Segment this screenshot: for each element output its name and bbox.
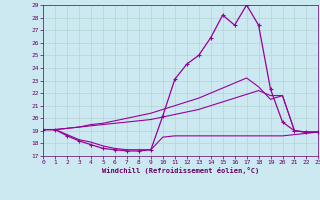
X-axis label: Windchill (Refroidissement éolien,°C): Windchill (Refroidissement éolien,°C) (102, 167, 260, 174)
